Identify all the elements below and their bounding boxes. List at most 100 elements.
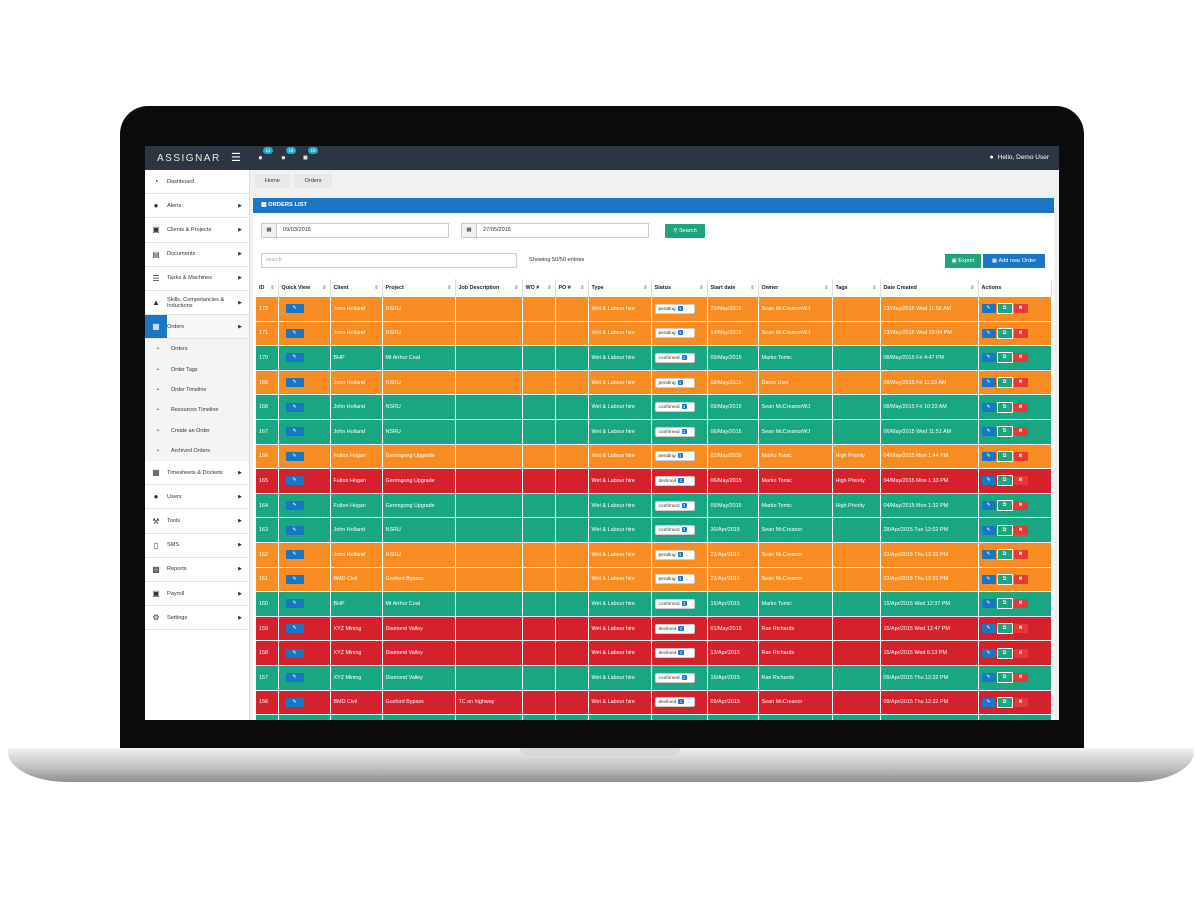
- column-header[interactable]: Owner ⇕: [758, 279, 833, 297]
- copy-button[interactable]: ⧉: [996, 475, 1013, 487]
- delete-button[interactable]: ✖: [1013, 525, 1028, 535]
- status-select[interactable]: confirmed ⇕: [654, 402, 695, 413]
- table-row[interactable]: 156 ✎ BMD Civil Gosford Bypass TC on highway…: [256, 690, 1052, 716]
- delete-button[interactable]: ✖: [1013, 353, 1028, 363]
- edit-button[interactable]: ✎: [981, 476, 996, 486]
- delete-button[interactable]: ✖: [1013, 304, 1028, 314]
- quick-view-button[interactable]: ✎: [285, 673, 304, 683]
- edit-button[interactable]: ✎: [981, 402, 996, 412]
- status-select[interactable]: declined ⇕: [654, 697, 695, 708]
- copy-button[interactable]: ⧉: [996, 426, 1013, 438]
- status-select[interactable]: declined ⇕: [654, 623, 695, 634]
- column-header[interactable]: Type ⇕: [588, 279, 652, 297]
- column-header[interactable]: Project ⇕: [382, 279, 456, 297]
- edit-button[interactable]: ✎: [981, 599, 996, 609]
- quick-view-button[interactable]: ✎: [285, 402, 304, 412]
- copy-button[interactable]: ⧉: [996, 401, 1013, 413]
- copy-button[interactable]: ⧉: [996, 573, 1013, 585]
- delete-button[interactable]: ✖: [1013, 624, 1028, 634]
- menu-toggle-icon[interactable]: ☰: [231, 152, 241, 164]
- quick-view-button[interactable]: ✎: [285, 550, 304, 560]
- status-select[interactable]: confirmed ⇕: [654, 598, 695, 609]
- column-header[interactable]: WO # ⇕: [522, 279, 556, 297]
- copy-button[interactable]: ⧉: [996, 672, 1013, 684]
- sidebar-item-settings[interactable]: ⚙ Settings ▶: [145, 606, 249, 631]
- edit-button[interactable]: ✎: [981, 304, 996, 314]
- table-row[interactable]: 171 ✎ John Holland NSRU Wet & Labour hire pen…: [256, 321, 1052, 347]
- quick-view-button[interactable]: ✎: [285, 525, 304, 535]
- quick-view-button[interactable]: ✎: [285, 427, 304, 437]
- table-row[interactable]: 159 ✎ XYZ Mining Diamond Valley Wet & Labour…: [256, 616, 1052, 642]
- quick-view-button[interactable]: ✎: [285, 697, 304, 707]
- edit-button[interactable]: ✎: [981, 525, 996, 535]
- calendar-icon[interactable]: ▦: [262, 224, 277, 237]
- sort-icon[interactable]: ⇕: [699, 285, 704, 291]
- delete-button[interactable]: ✖: [1013, 501, 1028, 511]
- status-select[interactable]: confirmed ⇕: [654, 672, 695, 683]
- quick-view-button[interactable]: ✎: [285, 304, 304, 314]
- quick-view-button[interactable]: ✎: [285, 378, 304, 388]
- sort-icon[interactable]: ⇕: [580, 285, 585, 291]
- sort-icon[interactable]: ⇕: [970, 285, 975, 291]
- quick-view-button[interactable]: ✎: [285, 599, 304, 609]
- status-select[interactable]: confirmed ⇕: [654, 500, 695, 511]
- sidebar-subitem[interactable]: • Order Timeline: [145, 379, 249, 401]
- breadcrumb-home[interactable]: Home: [255, 174, 290, 188]
- sort-icon[interactable]: ⇕: [824, 285, 829, 291]
- delete-button[interactable]: ✖: [1013, 648, 1028, 658]
- app-logo[interactable]: ASSIGNAR: [157, 153, 221, 164]
- sidebar-subitem[interactable]: • Archived Orders: [145, 440, 249, 462]
- sidebar-item-orders[interactable]: ▦ Orders ▶: [145, 315, 249, 340]
- comment-icon[interactable]: ● 11: [258, 147, 273, 162]
- table-row[interactable]: 169 ✎ John Holland NSRU Wet & Labour hire pen…: [256, 370, 1052, 396]
- edit-button[interactable]: ✎: [981, 378, 996, 388]
- copy-button[interactable]: ⧉: [996, 303, 1013, 315]
- quick-view-button[interactable]: ✎: [285, 624, 304, 634]
- edit-button[interactable]: ✎: [981, 427, 996, 437]
- table-row[interactable]: 165 ✎ Fulton Hogan Gerringong Upgrade Wet & …: [256, 468, 1052, 494]
- sidebar-item-documents[interactable]: ▤ Documents ▶: [145, 243, 249, 267]
- status-select[interactable]: pending ⇕: [654, 377, 695, 388]
- edit-button[interactable]: ✎: [981, 574, 996, 584]
- date-from-field[interactable]: ▦ 09/03/2015: [261, 223, 449, 238]
- quick-view-button[interactable]: ✎: [285, 353, 304, 363]
- status-select[interactable]: declined ⇕: [654, 648, 695, 659]
- table-row[interactable]: 170 ✎ BHP Mt Arthur Coal Wet & Labour hire co…: [256, 345, 1052, 371]
- column-header[interactable]: ID ⇕: [256, 279, 279, 297]
- status-select[interactable]: pending ⇕: [654, 328, 695, 339]
- sidebar-item-payroll[interactable]: ▣ Payroll ▶: [145, 582, 249, 607]
- quick-view-button[interactable]: ✎: [285, 501, 304, 511]
- column-header[interactable]: Tags ⇕: [832, 279, 881, 297]
- calendar-icon[interactable]: ▦: [462, 224, 477, 237]
- status-select[interactable]: confirmed ⇕: [654, 525, 695, 536]
- delete-button[interactable]: ✖: [1013, 599, 1028, 609]
- table-row[interactable]: 168 ✎ John Holland NSRU Wet & Labour hire con…: [256, 394, 1052, 420]
- delete-button[interactable]: ✖: [1013, 328, 1028, 338]
- export-button[interactable]: ▣ Export: [945, 254, 981, 268]
- edit-button[interactable]: ✎: [981, 673, 996, 683]
- sort-icon[interactable]: ⇕: [750, 285, 755, 291]
- column-header[interactable]: PO # ⇕: [555, 279, 589, 297]
- table-row[interactable]: 167 ✎ John Holland NSRU Wet & Labour hire con…: [256, 419, 1052, 445]
- sort-icon[interactable]: ⇕: [514, 285, 519, 291]
- status-select[interactable]: confirmed ⇕: [654, 426, 695, 437]
- sidebar-item-skills-competancies-inductions[interactable]: ▲ Skills, Competancies & Inductions ▶: [145, 291, 249, 316]
- status-select[interactable]: confirmed ⇕: [654, 352, 695, 363]
- quick-view-button[interactable]: ✎: [285, 648, 304, 658]
- edit-button[interactable]: ✎: [981, 550, 996, 560]
- quick-view-button[interactable]: ✎: [285, 476, 304, 486]
- sidebar-item-timesheets-dockets[interactable]: ▦ Timesheets & Dockets ▶: [145, 461, 249, 486]
- copy-button[interactable]: ⧉: [996, 598, 1013, 610]
- column-header[interactable]: Client ⇕: [330, 279, 383, 297]
- table-row[interactable]: 166 ✎ Fulton Hogan Gerringong Upgrade Wet & …: [256, 444, 1052, 470]
- table-row[interactable]: 161 ✎ BMD Civil Gosford Bypass Wet & Labour …: [256, 567, 1052, 593]
- table-row[interactable]: 162 ✎ John Holland NSRU Wet & Labour hire pen…: [256, 542, 1052, 568]
- users-icon[interactable]: ● 16: [281, 147, 297, 162]
- column-header[interactable]: Start date ⇕: [707, 279, 759, 297]
- edit-button[interactable]: ✎: [981, 697, 996, 707]
- column-header[interactable]: Status ⇕: [651, 279, 708, 297]
- sort-icon[interactable]: ⇕: [643, 285, 648, 291]
- status-select[interactable]: pending ⇕: [654, 574, 695, 585]
- sort-icon[interactable]: ⇕: [374, 285, 379, 291]
